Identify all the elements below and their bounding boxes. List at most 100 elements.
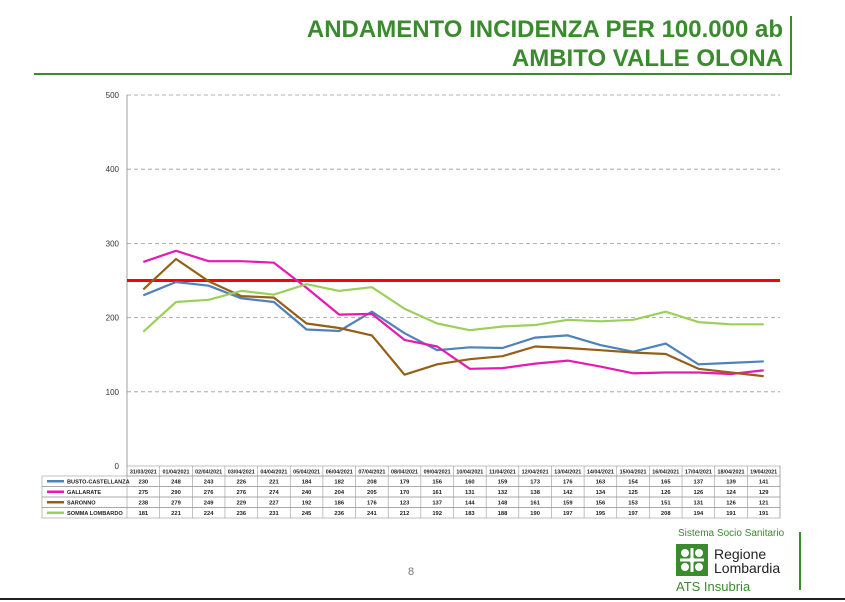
data-label: 212	[400, 511, 410, 517]
data-label: 163	[596, 480, 606, 486]
data-label: 226	[236, 480, 246, 486]
x-tick-label: 02/04/2021	[195, 469, 222, 475]
region-name-line-1: Regione	[714, 546, 767, 562]
data-label: 194	[694, 511, 704, 517]
data-label: 139	[726, 480, 736, 486]
data-label: 129	[759, 490, 769, 496]
y-tick-label: 500	[106, 91, 120, 100]
x-tick-label: 16/04/2021	[652, 469, 679, 475]
data-label: 240	[302, 490, 312, 496]
data-label: 121	[759, 501, 769, 507]
data-label: 151	[661, 501, 671, 507]
data-label: 156	[596, 501, 606, 507]
data-label: 279	[171, 501, 181, 507]
data-label: 126	[694, 490, 704, 496]
data-label: 183	[465, 511, 475, 517]
data-label: 159	[563, 501, 573, 507]
series-line	[142, 280, 764, 366]
x-tick-label: 01/04/2021	[162, 469, 189, 475]
data-label: 238	[138, 501, 148, 507]
data-label: 243	[204, 480, 214, 486]
x-tick-label: 10/04/2021	[456, 469, 483, 475]
title-side-rule	[790, 16, 792, 75]
data-label: 221	[269, 480, 279, 486]
data-label: 160	[465, 480, 475, 486]
x-tick-label: 13/04/2021	[554, 469, 581, 475]
x-tick-label: 08/04/2021	[391, 469, 418, 475]
page-number: 8	[408, 566, 415, 578]
data-label: 179	[400, 480, 410, 486]
data-label: 192	[302, 501, 312, 507]
data-label: 182	[334, 480, 344, 486]
data-label: 192	[432, 511, 442, 517]
agency-name: ATS Insubria	[676, 579, 751, 594]
data-label: 186	[334, 501, 344, 507]
x-tick-label: 07/04/2021	[358, 469, 385, 475]
series-line	[142, 249, 764, 376]
data-label: 204	[334, 490, 344, 496]
data-label: 137	[432, 501, 442, 507]
data-label: 131	[694, 501, 704, 507]
x-tick-label: 12/04/2021	[522, 469, 549, 475]
data-label: 275	[138, 490, 148, 496]
x-tick-label: 31/03/2021	[130, 469, 157, 475]
legend-label: BUSTO-CASTELLANZA	[67, 480, 130, 486]
x-tick-label: 19/04/2021	[750, 469, 777, 475]
x-tick-label: 18/04/2021	[718, 469, 745, 475]
region-name-line-2: Lombardia	[714, 560, 781, 576]
x-tick-label: 04/04/2021	[260, 469, 287, 475]
data-label: 208	[661, 511, 671, 517]
data-label: 184	[302, 480, 312, 486]
data-label: 208	[367, 480, 377, 486]
legend-label: GALLARATE	[67, 490, 101, 496]
x-tick-label: 09/04/2021	[424, 469, 451, 475]
y-tick-label: 300	[106, 239, 120, 248]
x-tick-label: 11/04/2021	[489, 469, 516, 475]
x-tick-label: 06/04/2021	[326, 469, 353, 475]
y-tick-label: 0	[115, 462, 120, 471]
data-label: 165	[661, 480, 671, 486]
data-label: 142	[563, 490, 573, 496]
y-tick-label: 400	[106, 165, 120, 174]
data-label: 138	[530, 490, 540, 496]
data-label: 229	[236, 501, 246, 507]
data-label: 137	[694, 480, 704, 486]
data-label: 197	[628, 511, 638, 517]
data-label: 276	[204, 490, 214, 496]
data-label: 126	[726, 501, 736, 507]
y-tick-label: 100	[106, 388, 120, 397]
legend-label: SOMMA LOMBARDO	[67, 511, 123, 517]
data-label: 148	[498, 501, 508, 507]
data-label: 161	[432, 490, 442, 496]
x-tick-label: 14/04/2021	[587, 469, 614, 475]
x-tick-label: 05/04/2021	[293, 469, 320, 475]
x-tick-label: 17/04/2021	[685, 469, 712, 475]
series-line	[142, 257, 764, 378]
data-label: 176	[563, 480, 573, 486]
data-label: 191	[726, 511, 736, 517]
data-label: 236	[236, 511, 246, 517]
data-label: 154	[628, 480, 638, 486]
data-label: 126	[661, 490, 671, 496]
data-label: 181	[138, 511, 148, 517]
data-label: 159	[498, 480, 508, 486]
y-tick-label: 200	[106, 314, 120, 323]
data-label: 224	[204, 511, 214, 517]
data-label: 245	[302, 511, 312, 517]
bottom-rule	[0, 598, 845, 600]
data-label: 236	[334, 511, 344, 517]
data-label: 176	[367, 501, 377, 507]
data-label: 195	[596, 511, 606, 517]
data-label: 227	[269, 501, 279, 507]
data-label: 241	[367, 511, 377, 517]
table-row	[41, 507, 781, 519]
incidence-chart: 0 100 200 300 400 500 31/03/2021 01/04/2021 02/0…	[41, 91, 781, 519]
data-label: 230	[138, 480, 148, 486]
data-label: 123	[400, 501, 410, 507]
data-label: 188	[498, 511, 508, 517]
regione-lombardia-cross-icon	[676, 544, 708, 576]
data-label: 132	[498, 490, 508, 496]
data-label: 274	[269, 490, 279, 496]
series-line	[142, 283, 764, 333]
data-label: 205	[367, 490, 377, 496]
